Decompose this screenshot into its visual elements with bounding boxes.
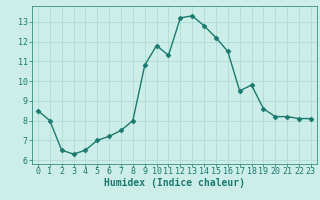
X-axis label: Humidex (Indice chaleur): Humidex (Indice chaleur) [104,178,245,188]
